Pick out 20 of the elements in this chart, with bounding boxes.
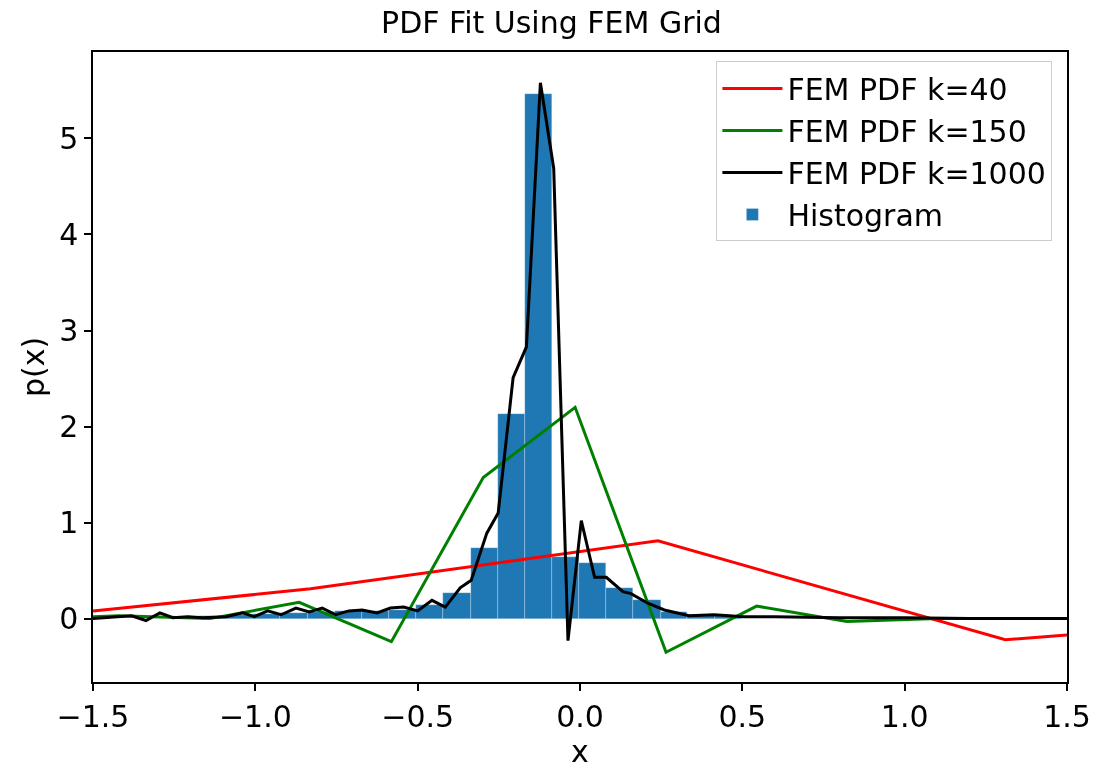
y-tick-label: 1 (59, 505, 79, 541)
x-tick-label: −1.5 (56, 698, 130, 734)
chart-title: PDF Fit Using FEM Grid (381, 4, 722, 40)
y-tick-label: 2 (59, 409, 79, 445)
y-tick-label: 0 (59, 601, 79, 637)
x-axis-title: x (571, 733, 589, 769)
legend-label: Histogram (787, 198, 944, 234)
x-tick-label: −0.5 (381, 698, 455, 734)
y-tick-label: 4 (59, 216, 79, 252)
x-tick-label: 1.0 (880, 698, 929, 734)
legend-label: FEM PDF k=150 (787, 114, 1027, 150)
x-tick-label: 0.0 (556, 698, 604, 734)
y-tick-label: 3 (59, 313, 79, 349)
y-axis-title: p(x) (15, 336, 51, 398)
legend-label: FEM PDF k=1000 (787, 156, 1046, 192)
y-tick-label: 5 (59, 120, 79, 156)
x-tick-label: 0.5 (718, 698, 767, 734)
x-tick-label: 1.5 (1043, 698, 1091, 734)
legend-label: FEM PDF k=40 (787, 72, 1008, 108)
x-tick-label: −1.0 (218, 698, 292, 734)
